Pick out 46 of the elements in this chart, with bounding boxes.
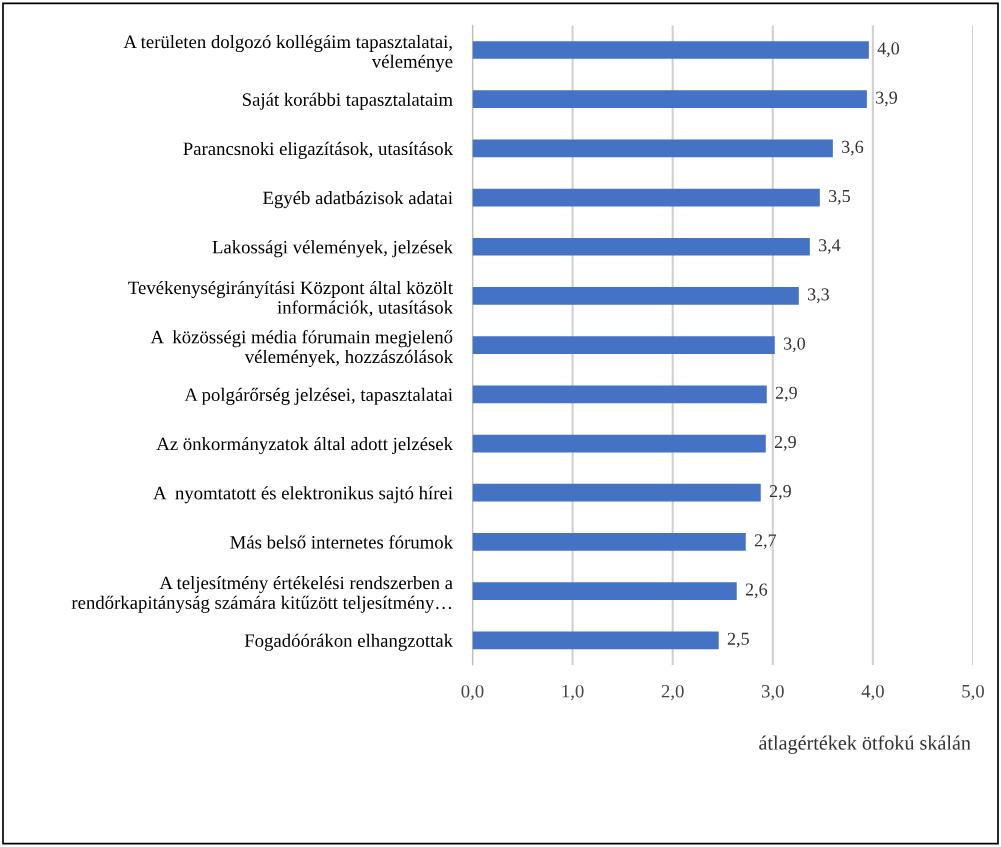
- y-tick-label: Lakossági vélemények, jelzések: [212, 240, 454, 258]
- bar: [472, 287, 799, 305]
- data-label: 3,4: [819, 239, 841, 254]
- data-label: 3,3: [807, 288, 829, 304]
- data-label: 3,6: [842, 140, 864, 156]
- bar: [472, 582, 737, 600]
- bar: [472, 336, 775, 355]
- data-label: 3,0: [783, 337, 805, 353]
- data-label: 2,5: [727, 632, 749, 648]
- data-label: 2,6: [745, 583, 768, 599]
- bar: [472, 631, 719, 650]
- x-tick-label: 5,0: [962, 684, 984, 701]
- x-tick-label: 2,0: [661, 684, 684, 701]
- bar: [472, 41, 869, 59]
- bar: [472, 434, 766, 453]
- y-tick-label: Egyéb adatbázisok adatai: [263, 191, 453, 209]
- bar: [472, 188, 820, 207]
- y-tick-label: A teljesítmény értékelési rendszerben a rendőrkapitányság számára kitűzött teljesítmény…: [71, 576, 453, 613]
- y-tick-label: Tevékenységirányítási Központ által közölt információk, utasítások: [128, 280, 454, 317]
- y-tick-label: A polgárőrség jelzései, tapasztalatai: [184, 387, 453, 405]
- y-tick-label: Fogadóórákon elhangzottak: [244, 633, 454, 651]
- bar: [472, 483, 761, 502]
- y-tick-label: A területen dolgozó kollégáim tapasztalatai, véleménye: [123, 34, 453, 72]
- y-tick-label: Parancsnoki eligazítások, utasítások: [183, 141, 454, 159]
- x-tick-label: 0,0: [461, 684, 484, 701]
- y-tick-label: A nyomtatott és elektronikus sajtó hírei: [153, 486, 453, 504]
- x-tick-label: 3,0: [761, 684, 784, 701]
- data-label: 2,9: [774, 435, 796, 451]
- data-label: 3,5: [829, 189, 851, 205]
- bar: [472, 533, 746, 551]
- x-tick-label: 1,0: [562, 684, 584, 701]
- bar: [472, 90, 867, 109]
- data-label: 2,7: [754, 534, 777, 550]
- data-label: 2,9: [775, 386, 797, 402]
- x-axis-title: átlagértékek ötfokú skálán: [759, 735, 971, 754]
- y-tick-label: A közösségi média fórumain megjelenő vélemények, hozzászólások: [150, 330, 454, 367]
- y-tick-label: Más belső internetes fórumok: [230, 535, 454, 549]
- data-label: 4,0: [877, 42, 900, 58]
- y-tick-label: Saját korábbi tapasztalataim: [242, 92, 453, 110]
- y-tick-label: Az önkormányzatok által adott jelzések: [156, 437, 454, 455]
- x-tick-label: 4,0: [861, 684, 884, 701]
- bar: [472, 139, 833, 158]
- bar: [472, 385, 767, 404]
- bar: [472, 237, 810, 256]
- data-label: 2,9: [769, 485, 791, 500]
- data-label: 3,9: [876, 91, 898, 107]
